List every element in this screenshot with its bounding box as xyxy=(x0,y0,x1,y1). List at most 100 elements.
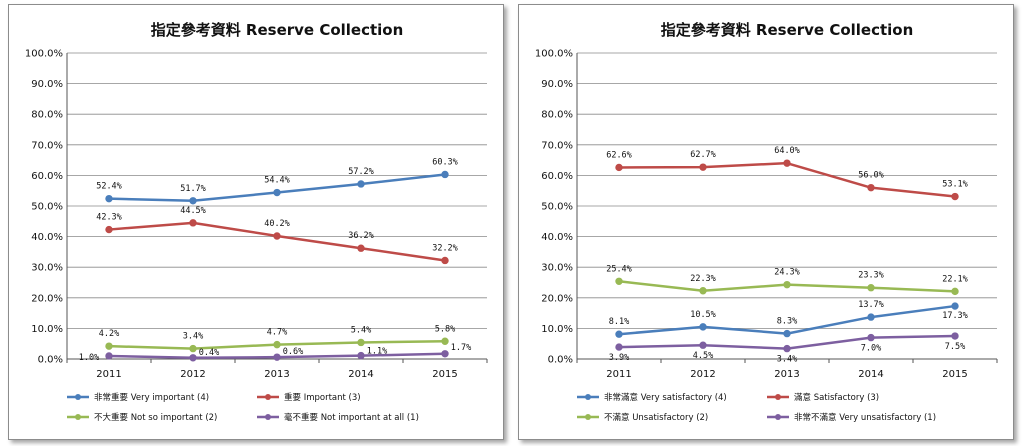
x-tick-label: 2012 xyxy=(180,369,205,380)
y-tick-label: 70.0% xyxy=(541,140,573,151)
y-tick-label: 80.0% xyxy=(541,110,573,121)
chart-panel-importance: 指定參考資料 Reserve Collection 0.0% 10.0% 20.0% 3… xyxy=(8,4,504,440)
data-point xyxy=(441,337,449,345)
data-label: 10.5% xyxy=(690,310,716,320)
data-label: 17.3% xyxy=(942,311,968,321)
data-label: 0.6% xyxy=(283,347,303,357)
data-point xyxy=(699,341,707,349)
legend-marker xyxy=(775,414,781,420)
data-point xyxy=(273,353,281,361)
data-point xyxy=(783,329,791,338)
data-label: 56.0% xyxy=(858,171,884,181)
data-point xyxy=(951,302,959,310)
data-point xyxy=(441,170,449,179)
data-label: 4.7% xyxy=(267,328,287,338)
y-tick-label: 0.0% xyxy=(38,355,63,366)
data-label: 8.3% xyxy=(777,317,797,327)
data-label: 25.4% xyxy=(606,264,632,274)
legend-marker xyxy=(775,394,781,400)
data-point xyxy=(867,313,875,321)
y-tick-label: 0.0% xyxy=(548,355,573,366)
data-point xyxy=(783,159,791,167)
data-label: 1.0% xyxy=(79,353,99,363)
y-tick-label: 40.0% xyxy=(541,232,573,243)
legend-marker xyxy=(75,394,81,400)
y-tick-label: 80.0% xyxy=(31,110,63,121)
y-tick-label: 70.0% xyxy=(31,140,63,151)
data-label: 64.0% xyxy=(774,146,800,156)
data-label: 13.7% xyxy=(858,300,884,310)
legend-marker xyxy=(585,394,591,400)
legend-label: 非常不滿意 Very unsatisfactory (1) xyxy=(794,412,936,423)
data-point xyxy=(189,344,197,353)
data-label: 40.2% xyxy=(264,219,290,229)
data-label: 54.4% xyxy=(264,176,290,186)
x-tick-label: 2011 xyxy=(606,369,631,380)
data-label: 22.1% xyxy=(942,274,968,284)
y-tick-label: 90.0% xyxy=(541,79,573,90)
data-label: 5.4% xyxy=(351,325,371,335)
data-point xyxy=(189,219,197,227)
chart-panel-satisfaction: 指定參考資料 Reserve Collection 0.0% 10.0% 20.0% 3… xyxy=(518,4,1014,440)
data-label: 62.7% xyxy=(690,150,716,160)
data-point xyxy=(273,232,281,240)
x-tick-label: 2015 xyxy=(942,369,967,380)
data-label: 5.8% xyxy=(435,324,455,334)
y-tick-label: 100.0% xyxy=(535,49,573,60)
y-tick-label: 50.0% xyxy=(541,202,573,213)
data-point xyxy=(105,194,113,203)
legend-marker xyxy=(585,414,591,420)
chart-title: 指定參考資料 Reserve Collection xyxy=(151,21,404,39)
data-point xyxy=(189,197,197,205)
legend-label: 不滿意 Unsatisfactory (2) xyxy=(604,412,708,423)
y-tick-label: 60.0% xyxy=(31,171,63,182)
data-point xyxy=(783,280,791,289)
data-label: 3.4% xyxy=(183,332,203,342)
data-point xyxy=(783,344,791,353)
data-point xyxy=(189,354,197,362)
legend-marker xyxy=(265,394,271,400)
importance-line-chart: 指定參考資料 Reserve Collection 0.0% 10.0% 20.0% 3… xyxy=(25,21,488,423)
chart-title: 指定參考資料 Reserve Collection xyxy=(661,21,914,39)
y-tick-label: 30.0% xyxy=(31,263,63,274)
legend-label: 毫不重要 Not important at all (1) xyxy=(284,412,419,423)
data-point xyxy=(105,225,113,234)
series-line xyxy=(618,161,956,198)
data-point xyxy=(441,256,449,265)
data-point xyxy=(615,163,623,172)
data-point xyxy=(867,183,875,192)
data-label: 7.0% xyxy=(861,344,881,354)
data-point xyxy=(951,332,959,340)
data-point xyxy=(105,352,113,360)
data-label: 32.2% xyxy=(432,243,458,253)
data-label: 3.9% xyxy=(609,353,629,363)
x-tick-label: 2014 xyxy=(858,369,883,380)
data-point xyxy=(273,340,281,349)
data-label: 52.4% xyxy=(96,182,122,192)
legend-label: 不大重要 Not so important (2) xyxy=(94,412,217,423)
data-label: 57.2% xyxy=(348,167,374,177)
data-point xyxy=(273,188,281,197)
data-label: 53.1% xyxy=(942,180,968,190)
legend-label: 非常重要 Very important (4) xyxy=(94,392,209,403)
data-label: 36.2% xyxy=(348,231,374,241)
data-label: 0.4% xyxy=(199,348,219,358)
y-tick-label: 50.0% xyxy=(31,202,63,213)
y-tick-label: 60.0% xyxy=(541,171,573,182)
y-tick-label: 40.0% xyxy=(31,232,63,243)
data-label: 4.5% xyxy=(693,351,713,361)
data-label: 1.7% xyxy=(451,343,471,353)
y-tick-label: 20.0% xyxy=(31,293,63,304)
x-tick-label: 2011 xyxy=(96,369,121,380)
y-tick-label: 10.0% xyxy=(541,324,573,335)
data-point xyxy=(951,287,959,296)
data-label: 23.3% xyxy=(858,271,884,281)
data-label: 7.5% xyxy=(945,342,965,352)
data-label: 44.5% xyxy=(180,206,206,216)
data-point xyxy=(441,350,449,358)
data-point xyxy=(357,338,365,347)
legend-marker xyxy=(265,414,271,420)
x-tick-label: 2013 xyxy=(774,369,799,380)
data-label: 22.3% xyxy=(690,274,716,284)
data-point xyxy=(105,342,113,350)
